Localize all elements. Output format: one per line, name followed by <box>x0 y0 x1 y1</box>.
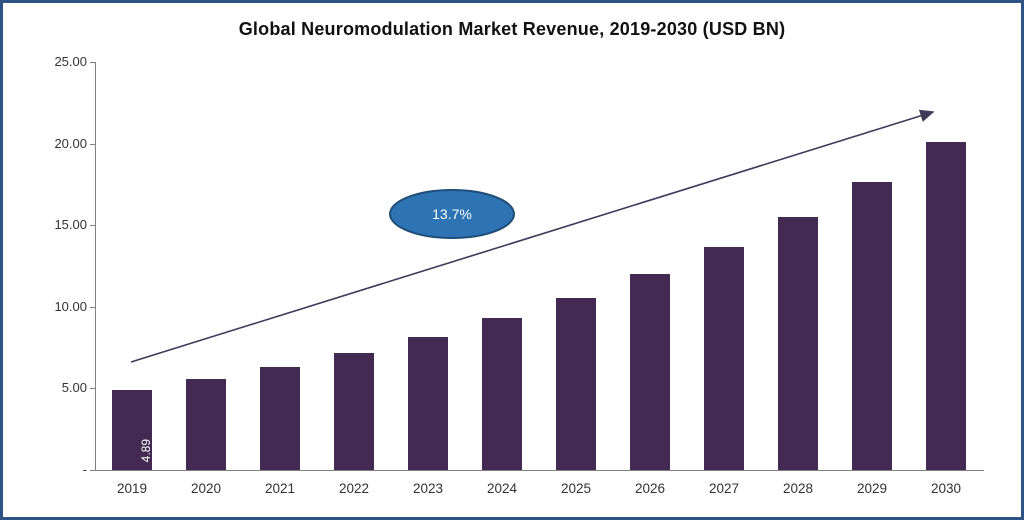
x-tick-label: 2020 <box>190 481 222 496</box>
bar-slot <box>243 62 317 470</box>
bar-slot <box>317 62 391 470</box>
bar-2024 <box>482 318 522 470</box>
y-tick-label: 10.00 <box>54 298 87 314</box>
bar-slot <box>613 62 687 470</box>
x-tick-label: 2025 <box>560 481 592 496</box>
x-tick-label: 2028 <box>782 481 814 496</box>
bar-slot <box>465 62 539 470</box>
chart-title: Global Neuromodulation Market Revenue, 2… <box>238 19 786 39</box>
trend-arrow <box>130 109 935 363</box>
bar-2030 <box>926 142 966 470</box>
y-tick-mark <box>90 62 95 63</box>
y-tick-label: - <box>82 462 87 477</box>
y-tick-mark <box>90 388 95 390</box>
x-tick-label: 2022 <box>338 481 370 496</box>
bar-2025 <box>556 297 596 470</box>
bar-2019: 4.89 <box>112 390 153 470</box>
bar-slot <box>687 62 761 470</box>
bar-2028 <box>778 216 818 470</box>
cagr-ellipse <box>389 189 515 239</box>
bar-2027 <box>704 247 744 470</box>
cagr-label: 13.7% <box>432 206 472 222</box>
y-tick-label: 20.00 <box>54 135 87 151</box>
bar-slot <box>169 62 243 470</box>
plot-area: 4.89 13.7% <box>95 62 983 470</box>
y-axis-line <box>95 62 96 471</box>
x-tick-label: 2021 <box>264 481 296 496</box>
bar-slot <box>539 62 613 470</box>
bar-2029 <box>852 181 892 470</box>
bar-2023 <box>408 336 448 470</box>
y-tick-mark <box>90 225 95 227</box>
y-tick-mark <box>90 470 95 471</box>
bar-slot: 4.89 <box>95 62 169 470</box>
x-tick-label: 2019 <box>116 481 148 496</box>
x-tick-label: 2027 <box>708 481 740 496</box>
bar-2022 <box>334 352 374 470</box>
x-tick-label: 2023 <box>412 481 444 496</box>
bar-2026 <box>630 274 670 470</box>
x-tick-label: 2030 <box>930 481 962 496</box>
y-tick-label: 25.00 <box>54 54 87 69</box>
y-tick-mark <box>90 306 95 308</box>
bar-slot <box>909 62 983 470</box>
x-tick-label: 2026 <box>634 481 666 496</box>
y-tick-label: 5.00 <box>61 380 87 396</box>
x-tick-label: 2024 <box>486 481 518 496</box>
x-axis-labels: 2019 2020 2021 2022 2023 2024 2025 2026 2027 2028… <box>95 481 983 496</box>
bar-slot <box>391 62 465 470</box>
x-axis-line <box>95 470 984 471</box>
bar-slot <box>835 62 909 470</box>
y-tick-label: 15.00 <box>54 217 87 233</box>
bar-slot <box>761 62 835 470</box>
x-tick-label: 2029 <box>856 481 888 496</box>
y-tick-mark <box>90 143 95 145</box>
trend-overlay: 13.7% <box>130 109 935 363</box>
bar-2021 <box>260 366 300 470</box>
bar-2020 <box>186 379 226 470</box>
bars-group: 4.89 <box>95 62 983 470</box>
